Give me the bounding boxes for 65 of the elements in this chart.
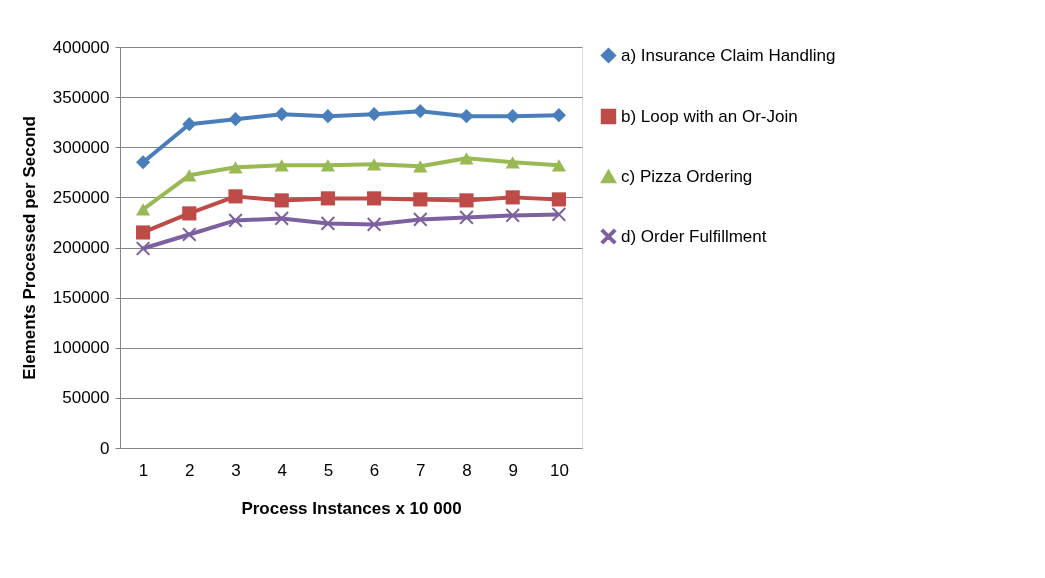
point [459,193,474,208]
point [413,212,428,227]
point [228,161,243,174]
point [182,227,197,242]
y-tick-label: 400000 [52,37,110,57]
y-tick-label: 200000 [52,238,110,257]
point [413,160,428,173]
point [413,192,428,207]
point [459,152,474,165]
point [136,155,151,170]
point [320,109,335,124]
point [182,117,197,132]
point [367,191,382,206]
x-tick-label: 1 [138,460,149,480]
point [320,159,335,172]
point [274,193,289,208]
y-tick-label: 300000 [52,137,110,157]
point [459,109,474,124]
x-tick-label: 10 [549,460,569,480]
point [228,112,243,127]
y-axis-title: Elements Processed per Second [19,116,39,380]
legend-label: d) Order Fulfillment [621,226,767,246]
point [136,203,151,216]
x-tick-label: 4 [277,460,287,480]
point [551,207,566,222]
point [505,190,520,205]
x-axis-title: Process Instances x 10 000 [241,498,462,518]
x-tick-label: 8 [462,460,472,480]
y-tick-label: 100000 [52,338,110,358]
point [228,213,243,228]
point [320,191,335,206]
y-tick-label: 250000 [52,187,110,207]
point [182,169,197,182]
legend-label: b) Loop with an Or-Join [621,106,798,126]
point [505,208,520,223]
y-tick-label: 50000 [62,388,110,408]
point [413,104,428,119]
x-tick-label: 7 [416,460,426,480]
legend-label: a) Insurance Claim Handling [621,45,836,65]
y-tick-label: 350000 [52,87,110,107]
point [551,192,566,207]
point [228,189,243,204]
point [551,159,566,172]
point [505,156,520,169]
point [320,216,335,231]
point [367,158,382,171]
point [505,109,520,124]
point [136,225,151,240]
y-tick-label: 0 [100,438,110,458]
x-tick-label: 2 [185,460,195,480]
y-tick-label: 150000 [52,288,110,308]
x-tick-label: 9 [508,460,518,480]
point [274,211,289,226]
x-tick-label: 6 [369,460,380,480]
point [551,108,566,123]
x-tick-label: 5 [323,460,334,480]
point [274,159,289,172]
point [274,107,289,122]
x-tick-label: 3 [231,460,241,480]
point [182,206,197,221]
point [136,241,151,256]
point [367,217,382,232]
point [459,210,474,225]
point [367,107,382,122]
legend-label: c) Pizza Ordering [621,166,753,186]
